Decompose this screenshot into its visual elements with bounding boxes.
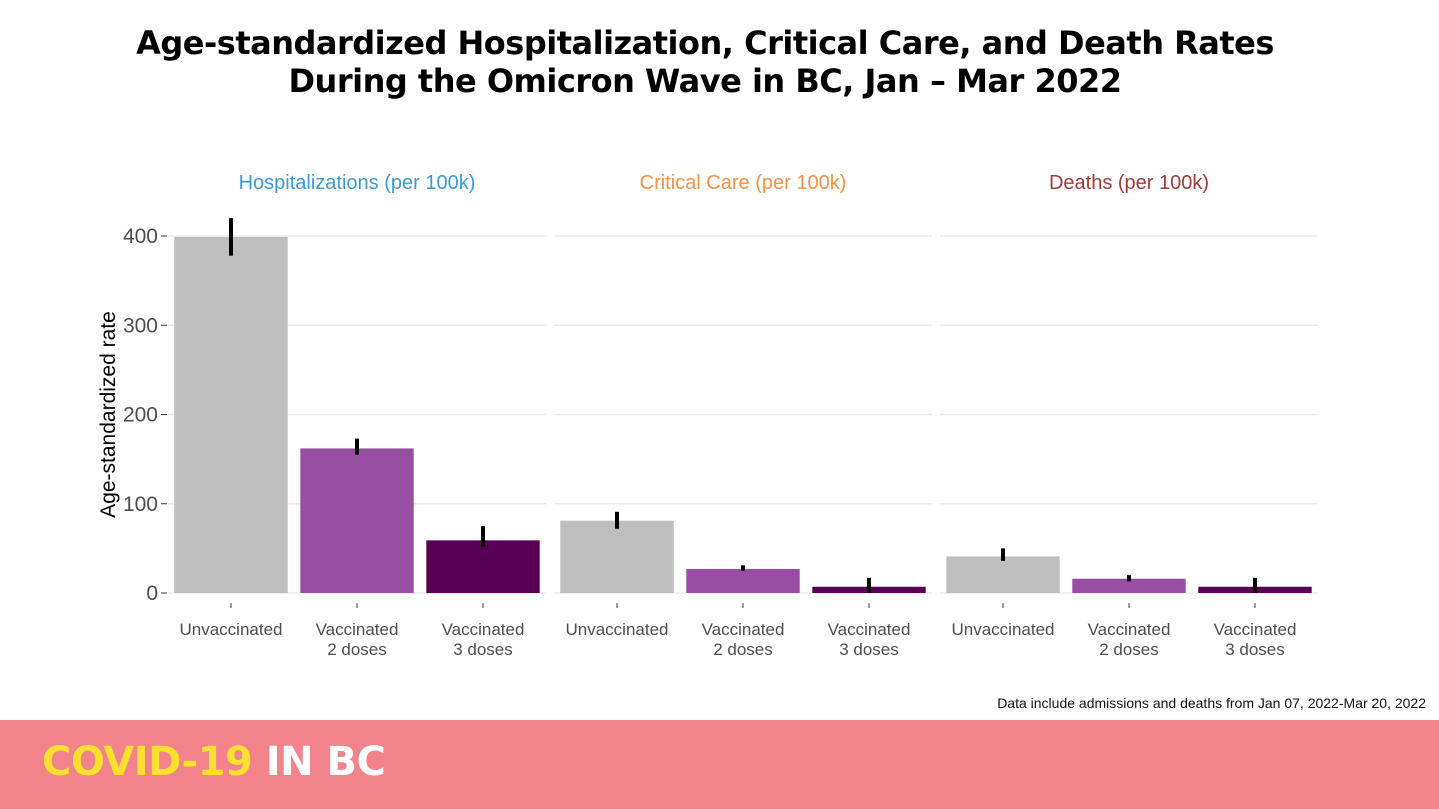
x-tick-label: Unvaccinated (179, 620, 282, 639)
x-tick-label: 2 doses (327, 640, 387, 659)
banner-covid-text: COVID-19 (42, 739, 253, 785)
bar (1072, 578, 1186, 593)
x-tick-label: Vaccinated (828, 620, 911, 639)
y-axis-label: Age-standardized rate (97, 311, 120, 518)
x-tick-label: Vaccinated (1214, 620, 1297, 639)
banner-in-bc-text: IN BC (252, 739, 386, 785)
facet-title: Deaths (per 100k) (1049, 172, 1209, 194)
bar (300, 448, 414, 593)
data-range-footnote: Data include admissions and deaths from … (997, 695, 1426, 711)
facet-title: Critical Care (per 100k) (640, 172, 847, 194)
bar (426, 540, 540, 593)
x-tick-label: 2 doses (713, 640, 773, 659)
x-tick-label: 2 doses (1099, 640, 1159, 659)
y-tick-label: 100 (123, 493, 158, 516)
y-tick-label: 0 (146, 582, 158, 605)
chart-title-line-1: Age-standardized Hospitalization, Critic… (136, 24, 1274, 62)
footer-banner: COVID-19 IN BC (0, 720, 1439, 809)
x-tick-label: 3 doses (1225, 640, 1285, 659)
x-tick-label: Vaccinated (702, 620, 785, 639)
chart-title-line-2: During the Omicron Wave in BC, Jan – Mar… (288, 62, 1122, 100)
banner-logo-text: COVID-19 IN BC (42, 739, 386, 785)
facet-title: Hospitalizations (per 100k) (239, 172, 476, 194)
x-tick-label: 3 doses (453, 640, 513, 659)
y-tick-label: 300 (123, 314, 158, 337)
bar (174, 236, 288, 593)
bar (686, 568, 800, 593)
x-tick-label: 3 doses (839, 640, 899, 659)
x-tick-label: Vaccinated (442, 620, 525, 639)
x-tick-label: Vaccinated (1088, 620, 1171, 639)
faceted-bar-chart: Age-standardized rate 0 100 200 300 400 Hospit… (97, 172, 1318, 659)
bar (560, 520, 674, 593)
bar (946, 556, 1060, 593)
y-tick-label: 200 (123, 404, 158, 427)
y-tick-label: 400 (123, 225, 158, 248)
chart-title: Age-standardized Hospitalization, Critic… (0, 24, 1410, 100)
x-tick-label: Vaccinated (316, 620, 399, 639)
x-tick-label: Unvaccinated (565, 620, 668, 639)
x-tick-label: Unvaccinated (951, 620, 1054, 639)
